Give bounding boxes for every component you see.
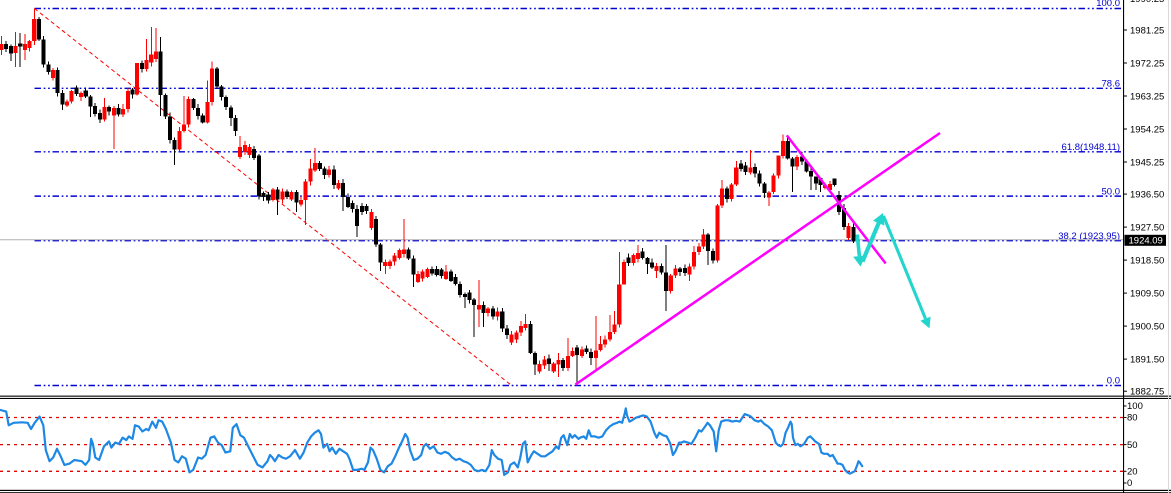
svg-text:1963.25: 1963.25 <box>1130 91 1164 102</box>
svg-text:50: 50 <box>1127 440 1138 451</box>
svg-text:1900.50: 1900.50 <box>1130 322 1164 333</box>
svg-text:1945.25: 1945.25 <box>1130 157 1164 168</box>
svg-text:1918.50: 1918.50 <box>1130 256 1164 267</box>
svg-text:1882.75: 1882.75 <box>1130 387 1164 398</box>
svg-text:0: 0 <box>1127 478 1132 489</box>
svg-text:1891.50: 1891.50 <box>1130 355 1164 366</box>
svg-text:1924.09: 1924.09 <box>1129 236 1163 247</box>
svg-text:80: 80 <box>1127 413 1138 424</box>
svg-text:1981.25: 1981.25 <box>1130 25 1164 36</box>
svg-text:1936.50: 1936.50 <box>1130 190 1164 201</box>
svg-text:0.0: 0.0 <box>1107 376 1120 387</box>
svg-text:1954.25: 1954.25 <box>1130 124 1164 135</box>
svg-text:100.0: 100.0 <box>1096 0 1120 9</box>
svg-text:78.6: 78.6 <box>1102 79 1121 90</box>
svg-text:50.0: 50.0 <box>1102 187 1121 198</box>
svg-text:1972.25: 1972.25 <box>1130 58 1164 69</box>
svg-text:100: 100 <box>1127 401 1143 412</box>
svg-text:1990.25: 1990.25 <box>1130 0 1164 5</box>
svg-text:38.2 (1923.95): 38.2 (1923.95) <box>1058 231 1120 242</box>
svg-text:1909.50: 1909.50 <box>1130 289 1164 300</box>
svg-text:20: 20 <box>1127 467 1138 478</box>
svg-text:61.8(1948.11): 61.8(1948.11) <box>1062 142 1120 153</box>
svg-text:1927.50: 1927.50 <box>1130 223 1164 234</box>
